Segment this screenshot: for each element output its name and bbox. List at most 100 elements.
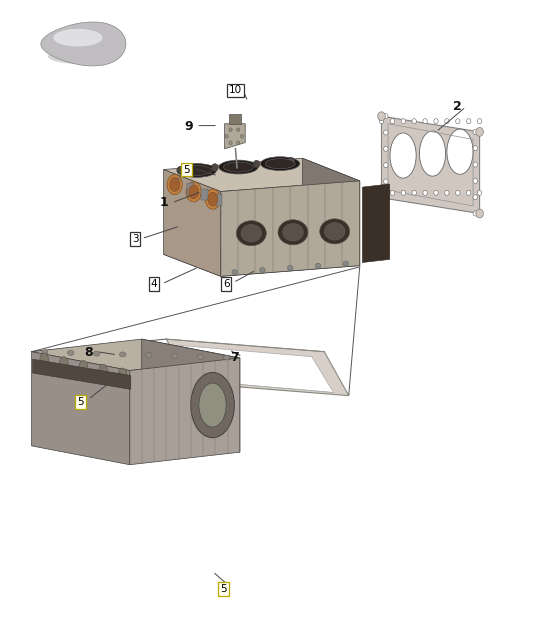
Circle shape [401,190,405,195]
Circle shape [476,209,483,218]
Text: 5: 5 [220,584,227,594]
Text: 5: 5 [183,165,190,175]
Ellipse shape [320,219,350,244]
Circle shape [390,119,395,124]
Text: 10: 10 [229,85,242,95]
Ellipse shape [172,354,178,359]
Ellipse shape [223,355,230,360]
Text: 8: 8 [84,347,93,359]
Ellipse shape [177,163,216,177]
Circle shape [412,190,416,195]
Text: 2: 2 [453,100,462,113]
Circle shape [288,158,295,165]
Circle shape [229,141,232,144]
Circle shape [237,128,240,132]
Ellipse shape [223,162,253,172]
Circle shape [384,130,388,135]
Ellipse shape [40,353,49,367]
Circle shape [477,119,482,124]
Circle shape [473,162,477,167]
Ellipse shape [59,357,68,371]
Ellipse shape [261,157,300,171]
Polygon shape [164,170,221,276]
Circle shape [477,190,482,195]
Text: 6: 6 [223,279,229,289]
Circle shape [237,141,240,144]
Ellipse shape [41,350,48,355]
Bar [187,183,193,195]
Circle shape [211,164,218,171]
Polygon shape [130,358,240,465]
Bar [173,178,179,189]
Polygon shape [33,359,131,389]
Ellipse shape [119,352,126,357]
Ellipse shape [167,175,182,195]
Circle shape [379,190,384,195]
Circle shape [473,211,477,216]
Text: 5: 5 [77,397,84,407]
Ellipse shape [420,131,446,176]
Ellipse shape [197,354,204,359]
Circle shape [473,146,477,151]
Circle shape [229,128,232,132]
Text: 7: 7 [230,352,239,364]
Circle shape [467,190,471,195]
Ellipse shape [208,192,218,206]
Bar [202,189,208,200]
Ellipse shape [189,185,199,198]
Circle shape [379,119,384,124]
Polygon shape [302,158,360,266]
Polygon shape [225,124,245,149]
Polygon shape [32,339,240,371]
Circle shape [434,119,438,124]
Circle shape [467,119,471,124]
Circle shape [473,195,477,200]
Ellipse shape [99,364,107,378]
Polygon shape [382,116,480,214]
Ellipse shape [199,383,226,427]
Circle shape [253,160,260,168]
Circle shape [476,127,483,136]
Ellipse shape [278,220,308,245]
Ellipse shape [182,165,212,175]
Ellipse shape [118,368,127,382]
Ellipse shape [447,129,473,175]
Ellipse shape [68,350,74,355]
Ellipse shape [146,353,152,358]
Circle shape [225,134,228,138]
Circle shape [177,166,183,174]
Bar [216,195,222,206]
Ellipse shape [315,263,321,268]
Circle shape [423,119,427,124]
Circle shape [384,146,388,151]
Ellipse shape [191,372,234,438]
Polygon shape [229,114,241,124]
Circle shape [384,195,388,200]
Circle shape [473,178,477,183]
Circle shape [445,190,449,195]
Circle shape [378,193,385,202]
Circle shape [445,119,449,124]
Ellipse shape [232,269,238,274]
Ellipse shape [288,265,293,270]
Ellipse shape [343,261,349,266]
Text: 4: 4 [151,279,158,289]
Circle shape [423,190,427,195]
Circle shape [456,190,460,195]
Ellipse shape [170,178,180,192]
Polygon shape [41,22,126,66]
Ellipse shape [205,189,220,209]
Circle shape [384,179,388,184]
Ellipse shape [265,159,295,169]
Ellipse shape [283,224,304,241]
Polygon shape [53,29,102,46]
Circle shape [378,112,385,121]
Polygon shape [164,158,360,192]
Circle shape [401,119,405,124]
Polygon shape [180,345,334,392]
Text: 3: 3 [132,234,138,244]
Polygon shape [221,181,360,276]
Ellipse shape [93,351,100,356]
Circle shape [412,119,416,124]
Polygon shape [48,49,119,64]
